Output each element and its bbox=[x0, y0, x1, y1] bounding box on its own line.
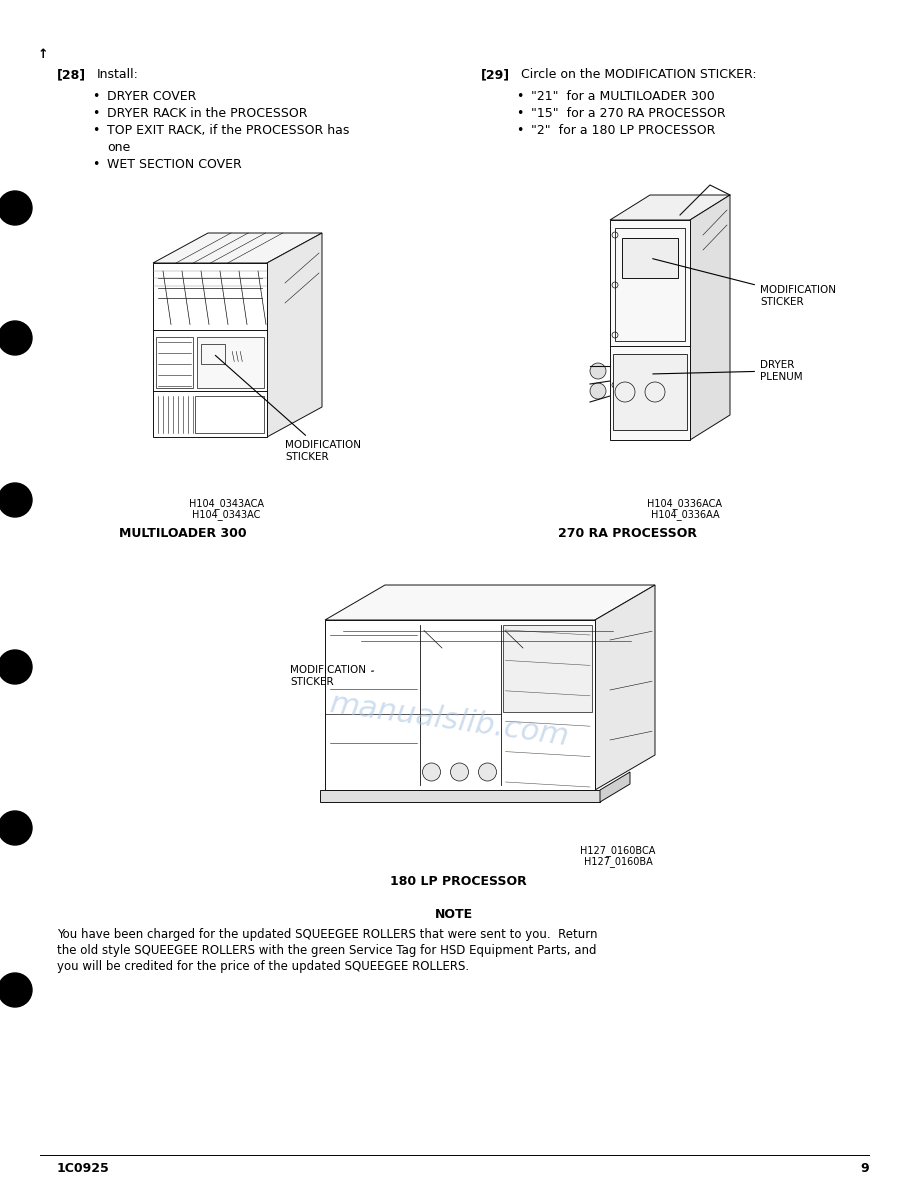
Text: MODIFICATION
STICKER: MODIFICATION STICKER bbox=[290, 665, 374, 687]
Text: H127_0160BA: H127_0160BA bbox=[584, 857, 653, 867]
Polygon shape bbox=[622, 238, 678, 278]
Polygon shape bbox=[690, 195, 730, 440]
Text: H104_0336AA: H104_0336AA bbox=[651, 508, 719, 520]
Text: 180 LP PROCESSOR: 180 LP PROCESSOR bbox=[390, 876, 526, 887]
Text: 9: 9 bbox=[861, 1162, 869, 1175]
Polygon shape bbox=[320, 790, 600, 802]
Text: H127_0160BCA: H127_0160BCA bbox=[580, 845, 655, 855]
Circle shape bbox=[423, 763, 441, 781]
Text: [28]: [28] bbox=[57, 68, 86, 81]
Text: [29]: [29] bbox=[481, 68, 510, 81]
Text: H104_0343ACA: H104_0343ACA bbox=[188, 498, 264, 508]
Polygon shape bbox=[600, 772, 630, 802]
Text: manualslib.com: manualslib.com bbox=[328, 689, 572, 751]
Text: •: • bbox=[516, 124, 524, 137]
Circle shape bbox=[0, 321, 32, 355]
Text: H104_0336ACA: H104_0336ACA bbox=[647, 498, 723, 508]
Circle shape bbox=[478, 763, 496, 781]
Polygon shape bbox=[197, 336, 264, 387]
Text: "15"  for a 270 RA PROCESSOR: "15" for a 270 RA PROCESSOR bbox=[531, 107, 725, 120]
Text: MULTILOADER 300: MULTILOADER 300 bbox=[119, 527, 247, 541]
Polygon shape bbox=[615, 228, 685, 341]
Polygon shape bbox=[610, 220, 690, 440]
Circle shape bbox=[590, 364, 606, 379]
Text: •: • bbox=[516, 107, 524, 120]
Polygon shape bbox=[613, 354, 687, 430]
Text: WET SECTION COVER: WET SECTION COVER bbox=[107, 158, 242, 171]
Text: "2"  for a 180 LP PROCESSOR: "2" for a 180 LP PROCESSOR bbox=[531, 124, 715, 137]
Circle shape bbox=[0, 650, 32, 684]
Circle shape bbox=[451, 763, 468, 781]
Text: MODIFICATION
STICKER: MODIFICATION STICKER bbox=[215, 355, 361, 462]
Text: •: • bbox=[92, 90, 99, 103]
Polygon shape bbox=[595, 584, 655, 790]
Polygon shape bbox=[153, 263, 267, 437]
Text: DRYER COVER: DRYER COVER bbox=[107, 90, 196, 103]
Text: one: one bbox=[107, 141, 130, 154]
Text: 270 RA PROCESSOR: 270 RA PROCESSOR bbox=[558, 527, 697, 541]
Text: "21"  for a MULTILOADER 300: "21" for a MULTILOADER 300 bbox=[531, 90, 714, 103]
Text: you will be credited for the price of the updated SQUEEGEE ROLLERS.: you will be credited for the price of th… bbox=[57, 960, 469, 973]
Circle shape bbox=[0, 484, 32, 517]
Text: ↑: ↑ bbox=[38, 48, 48, 61]
Text: H104_0343AC: H104_0343AC bbox=[192, 508, 260, 520]
Polygon shape bbox=[267, 233, 322, 437]
Text: •: • bbox=[92, 124, 99, 137]
Polygon shape bbox=[503, 625, 592, 712]
Text: the old style SQUEEGEE ROLLERS with the green Service Tag for HSD Equipment Part: the old style SQUEEGEE ROLLERS with the … bbox=[57, 944, 596, 958]
Text: •: • bbox=[92, 107, 99, 120]
Circle shape bbox=[0, 811, 32, 845]
Circle shape bbox=[590, 383, 606, 399]
Text: TOP EXIT RACK, if the PROCESSOR has: TOP EXIT RACK, if the PROCESSOR has bbox=[107, 124, 349, 137]
Polygon shape bbox=[610, 195, 730, 220]
Circle shape bbox=[0, 973, 32, 1007]
Text: DRYER
PLENUM: DRYER PLENUM bbox=[653, 360, 803, 381]
Text: NOTE: NOTE bbox=[435, 908, 473, 921]
Text: •: • bbox=[92, 158, 99, 171]
Text: 1C0925: 1C0925 bbox=[57, 1162, 110, 1175]
Polygon shape bbox=[325, 584, 655, 620]
Text: DRYER RACK in the PROCESSOR: DRYER RACK in the PROCESSOR bbox=[107, 107, 307, 120]
Text: •: • bbox=[516, 90, 524, 103]
Text: You have been charged for the updated SQUEEGEE ROLLERS that were sent to you.  R: You have been charged for the updated SQ… bbox=[57, 928, 597, 941]
Text: Install:: Install: bbox=[97, 68, 139, 81]
Polygon shape bbox=[325, 620, 595, 790]
Text: Circle on the MODIFICATION STICKER:: Circle on the MODIFICATION STICKER: bbox=[521, 68, 756, 81]
Text: MODIFICATION
STICKER: MODIFICATION STICKER bbox=[653, 259, 836, 307]
Circle shape bbox=[0, 191, 32, 225]
Polygon shape bbox=[153, 233, 322, 263]
